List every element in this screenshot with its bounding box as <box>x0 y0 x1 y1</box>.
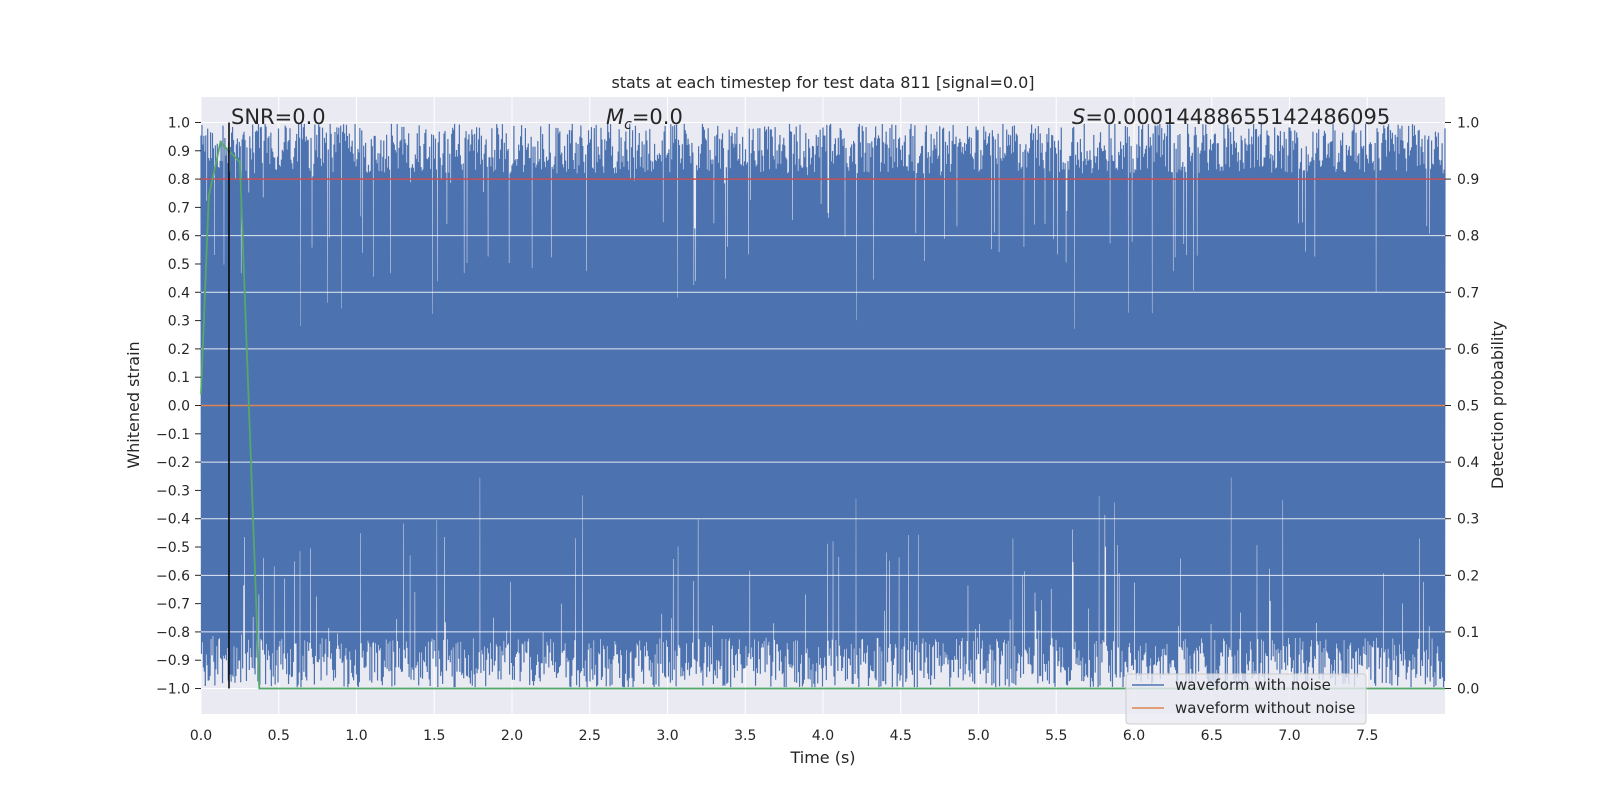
right-y-tick-label: 1.0 <box>1457 115 1479 131</box>
y-tick-label: 0.1 <box>168 370 190 386</box>
x-tick-label: 5.0 <box>967 728 989 744</box>
s-symbol: S <box>1072 105 1085 129</box>
noise-waveform-line <box>200 123 1446 688</box>
right-y-tick-label: 0.0 <box>1457 682 1479 698</box>
x-axis-label: Time (s) <box>789 748 855 767</box>
x-tick-label: 7.0 <box>1278 728 1300 744</box>
chirp-mass-value: =0.0 <box>632 105 683 129</box>
right-y-tick-label: 0.9 <box>1457 172 1479 188</box>
x-tick-label: 1.0 <box>345 728 367 744</box>
y-tick-label: −0.1 <box>156 427 190 443</box>
overlay-lines <box>200 121 1445 690</box>
right-y-tick-label: 0.3 <box>1457 512 1479 528</box>
y-tick-label: 0.3 <box>168 314 190 330</box>
x-tick-label: 0.0 <box>190 728 212 744</box>
x-tick-label: 6.5 <box>1201 728 1223 744</box>
x-tick-label: 3.5 <box>734 728 756 744</box>
chirp-mass-symbol: M <box>606 105 624 129</box>
y-tick-label: 0.4 <box>168 285 190 301</box>
tick-labels: 0.0 0.5 1.0 1.5 2.0 2.5 3.0 3.5 4.0 4.5 5.0 5.5 6.0 6… <box>156 115 1479 744</box>
snr-annotation: SNR=0.0 <box>231 105 326 129</box>
x-tick-label: 4.0 <box>812 728 834 744</box>
y-tick-label: −0.8 <box>156 625 190 641</box>
y-tick-label: 0.0 <box>168 399 190 415</box>
y-tick-label: −0.7 <box>156 597 190 613</box>
y-tick-label: 0.5 <box>168 257 190 273</box>
y-tick-label: 1.0 <box>168 115 190 131</box>
chart-title: stats at each timestep for test data 811… <box>611 73 1034 92</box>
right-y-tick-label: 0.5 <box>1457 399 1479 415</box>
y-tick-label: 0.8 <box>168 172 190 188</box>
chirp-mass-subscript: c <box>624 117 632 133</box>
y-tick-label: 0.2 <box>168 342 190 358</box>
x-tick-label: 1.5 <box>423 728 445 744</box>
right-y-tick-label: 0.7 <box>1457 285 1479 301</box>
right-y-tick-label: 0.6 <box>1457 342 1479 358</box>
detection-probability-line <box>200 140 1445 690</box>
y-tick-label: −0.5 <box>156 540 190 556</box>
x-tick-label: 2.5 <box>579 728 601 744</box>
right-y-tick-label: 0.2 <box>1457 568 1479 584</box>
y-tick-label: −0.3 <box>156 483 190 499</box>
y-tick-label: −0.2 <box>156 455 190 471</box>
right-y-tick-label: 0.8 <box>1457 229 1479 245</box>
x-tick-label: 7.5 <box>1356 728 1378 744</box>
y-tick-label: 0.9 <box>168 144 190 160</box>
y-tick-label: −1.0 <box>156 682 190 698</box>
right-y-tick-label: 0.4 <box>1457 455 1479 471</box>
y-tick-label: −0.4 <box>156 512 190 528</box>
y-axis-label: Whitened strain <box>124 341 143 468</box>
legend-label-noise: waveform with noise <box>1175 676 1331 694</box>
y-tick-label: −0.9 <box>156 653 190 669</box>
waveform-with-noise-series <box>200 123 1446 688</box>
x-tick-label: 3.0 <box>656 728 678 744</box>
x-tick-label: 0.5 <box>268 728 290 744</box>
y-tick-label: 0.6 <box>168 229 190 245</box>
chirp-mass-annotation: Mc=0.0 <box>606 105 683 133</box>
legend-label-clean: waveform without noise <box>1175 699 1355 717</box>
y-tick-label: −0.6 <box>156 568 190 584</box>
legend-box <box>1125 673 1367 725</box>
s-annotation: S=0.00014488655142486095 <box>1072 105 1390 129</box>
legend: waveform with noise waveform without noi… <box>1125 673 1367 725</box>
x-tick-label: 5.5 <box>1045 728 1067 744</box>
s-value: =0.00014488655142486095 <box>1085 105 1390 129</box>
x-tick-label: 6.0 <box>1123 728 1145 744</box>
right-y-tick-label: 0.1 <box>1457 625 1479 641</box>
x-tick-label: 2.0 <box>501 728 523 744</box>
y-tick-label: 0.7 <box>168 200 190 216</box>
right-y-axis-label: Detection probability <box>1488 321 1507 489</box>
x-tick-label: 4.5 <box>890 728 912 744</box>
